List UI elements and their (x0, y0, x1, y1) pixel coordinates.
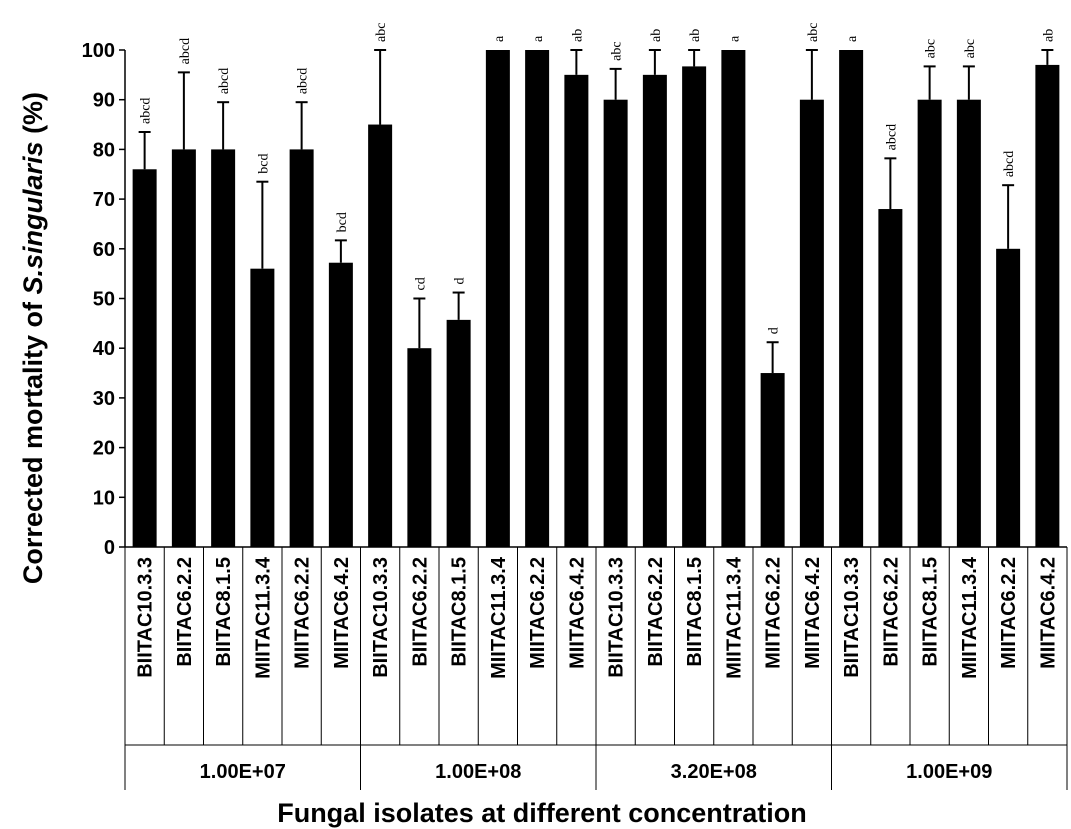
y-axis-title-species: S.singularis (18, 141, 48, 294)
significance-letters: abc (374, 23, 389, 42)
bar (799, 99, 824, 547)
group-label: 1.00E+07 (200, 761, 286, 783)
y-tick-label: 30 (93, 388, 115, 410)
y-axis: 0 10 20 30 40 50 60 70 80 90 100 (82, 40, 126, 559)
category-label: BIITAC10.3.3 (841, 557, 863, 678)
category-label: BIITAC6.2.2 (409, 557, 431, 667)
category-label: BIITAC10.3.3 (370, 557, 392, 678)
significance-letters: abc (963, 39, 978, 58)
significance-letters: abc (806, 23, 821, 42)
group-label: 3.20E+08 (671, 761, 757, 783)
bar (289, 149, 314, 547)
y-tick-label: 60 (93, 239, 115, 261)
category-label: BIITAC8.1.5 (213, 557, 235, 667)
category-label: MIITAC6.4.2 (802, 557, 824, 669)
category-label: MIITAC6.2.2 (763, 557, 785, 669)
significance-letters: abc (924, 39, 939, 58)
group-label: 1.00E+08 (435, 761, 521, 783)
category-label: MIITAC11.3.4 (488, 556, 510, 679)
category-separators (124, 546, 1068, 790)
category-label: BIITAC6.2.2 (645, 557, 667, 667)
y-tick-label: 10 (93, 487, 115, 509)
bar (485, 50, 510, 547)
bar (250, 268, 275, 547)
y-axis-title-suffix: (%) (18, 92, 48, 142)
significance-letters: bcd (335, 212, 350, 232)
category-labels: BIITAC10.3.3 BIITAC6.2.2 BIITAC8.1.5 MIITAC… (135, 556, 1060, 679)
group-label: 1.00E+09 (906, 761, 992, 783)
y-tick-label: 20 (93, 438, 115, 460)
significance-letters: a (531, 35, 546, 42)
category-label: BIITAC6.2.2 (880, 557, 902, 667)
bar (917, 99, 942, 547)
bar (878, 209, 903, 548)
bar (564, 74, 589, 547)
significance-letters: d (767, 327, 782, 334)
bar (446, 319, 471, 547)
significance-letters: abc (610, 41, 625, 60)
bar (721, 50, 746, 547)
group-labels: 1.00E+07 1.00E+08 3.20E+08 1.00E+09 (200, 761, 993, 783)
significance-letters: abcd (296, 68, 311, 94)
bar (996, 248, 1021, 548)
y-tick-label: 90 (93, 90, 115, 112)
bar (525, 50, 550, 547)
y-tick-label: 50 (93, 289, 115, 311)
bar (211, 149, 236, 547)
significance-letters: ab (688, 29, 703, 42)
bar (368, 124, 393, 548)
x-axis-title: Fungal isolates at different concentrati… (277, 798, 807, 828)
significance-letters: abcd (139, 98, 154, 124)
bar (407, 348, 432, 547)
significance-letters: abcd (884, 124, 899, 150)
significance-letters: ab (649, 29, 664, 42)
category-label: MIITAC6.2.2 (998, 557, 1020, 669)
bar (760, 373, 785, 547)
y-tick-label: 0 (104, 537, 115, 559)
bar (682, 66, 707, 547)
bar (839, 50, 864, 547)
bar (132, 169, 157, 547)
category-label: BIITAC8.1.5 (920, 557, 942, 667)
category-label: BIITAC8.1.5 (449, 557, 471, 667)
significance-letters: bcd (256, 153, 271, 173)
significance-letters: abcd (1002, 151, 1017, 177)
y-tick-label: 40 (93, 338, 115, 360)
significance-letters: a (492, 35, 507, 42)
bar (328, 262, 353, 547)
y-axis-title: Corrected mortality of S.singularis (%) (18, 92, 48, 584)
category-label: MIITAC11.3.4 (723, 556, 745, 679)
bar (171, 149, 196, 547)
category-label: MIITAC6.4.2 (1037, 557, 1059, 669)
bar (1035, 64, 1060, 547)
category-label: BIITAC10.3.3 (135, 557, 157, 678)
category-label: MIITAC11.3.4 (252, 556, 274, 679)
category-label: MIITAC6.4.2 (331, 557, 353, 669)
significance-letters: abcd (217, 68, 232, 94)
category-label: MIITAC6.2.2 (292, 557, 314, 669)
y-tick-label: 100 (82, 40, 115, 62)
category-label: BIITAC6.2.2 (174, 557, 196, 667)
category-label: MIITAC6.2.2 (527, 557, 549, 669)
y-tick-label: 80 (93, 139, 115, 161)
bar (642, 74, 667, 547)
bar (956, 99, 981, 547)
significance-letters: a (845, 35, 860, 42)
bar (603, 99, 628, 547)
significance-letters: d (453, 278, 468, 285)
significance-letters: abcd (178, 38, 193, 64)
category-label: BIITAC8.1.5 (684, 557, 706, 667)
category-label: MIITAC6.4.2 (566, 557, 588, 669)
category-label: BIITAC10.3.3 (606, 557, 628, 678)
y-tick-label: 70 (93, 189, 115, 211)
significance-letters: cd (413, 277, 428, 290)
significance-letters: a (727, 35, 742, 42)
y-axis-title-prefix: Corrected mortality of (18, 295, 48, 585)
significance-letters: ab (1041, 29, 1056, 42)
category-label: MIITAC11.3.4 (959, 556, 981, 679)
significance-letters: ab (570, 29, 585, 42)
